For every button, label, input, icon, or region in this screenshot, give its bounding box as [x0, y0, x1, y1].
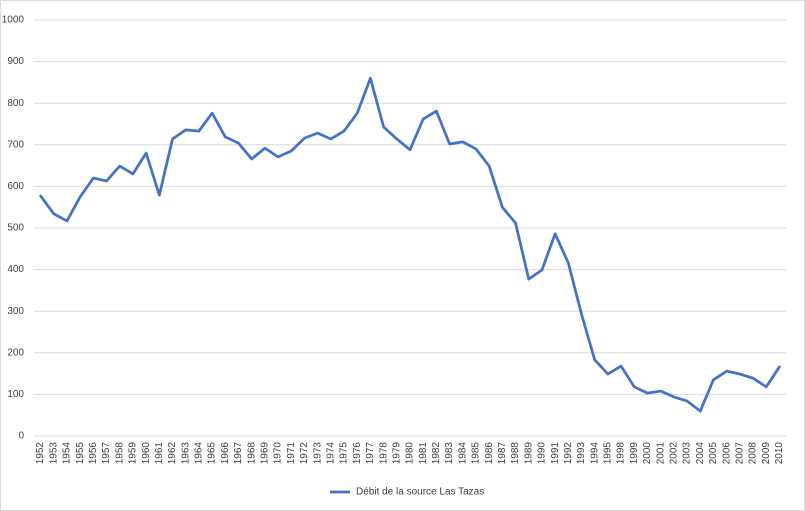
y-tick-label: 0	[18, 431, 24, 442]
x-tick-label: 1955	[75, 442, 86, 465]
x-tick-label: 1990	[537, 442, 548, 465]
x-tick-label: 1969	[260, 442, 271, 465]
x-tick-label: 1962	[167, 442, 178, 465]
x-tick-label: 1970	[273, 442, 284, 465]
x-tick-label: 2001	[655, 442, 666, 465]
x-tick-label: 1965	[207, 442, 218, 465]
x-tick-label: 1991	[550, 442, 561, 465]
x-tick-label: 1984	[457, 442, 468, 465]
x-tick-label: 1972	[299, 442, 310, 465]
y-tick-label: 400	[7, 264, 24, 275]
x-tick-label: 2007	[734, 442, 745, 465]
y-tick-label: 1000	[2, 15, 25, 26]
x-tick-label: 2009	[761, 442, 772, 465]
x-tick-label: 2002	[669, 442, 680, 465]
x-tick-label: 1968	[246, 442, 257, 465]
y-tick-label: 200	[7, 347, 24, 358]
x-tick-label: 1954	[62, 442, 73, 465]
x-tick-label: 1986	[484, 442, 495, 465]
x-tick-label: 1992	[563, 442, 574, 465]
x-tick-label: 2000	[642, 442, 653, 465]
x-tick-label: 2008	[748, 442, 759, 465]
x-tick-label: 1961	[154, 442, 165, 465]
x-tick-label: 2005	[708, 442, 719, 465]
x-tick-label: 1976	[352, 442, 363, 465]
x-tick-label: 1985	[471, 442, 482, 465]
x-tick-label: 1956	[88, 442, 99, 465]
x-tick-label: 1964	[194, 442, 205, 465]
y-tick-label: 900	[7, 56, 24, 67]
x-tick-label: 1989	[523, 442, 534, 465]
legend-label: Débit de la source Las Tazas	[356, 487, 484, 498]
y-tick-label: 300	[7, 306, 24, 317]
x-tick-label: 2010	[774, 442, 785, 465]
x-tick-label: 2003	[682, 442, 693, 465]
x-tick-label: 1958	[114, 442, 125, 465]
x-tick-label: 1974	[325, 442, 336, 465]
x-tick-label: 1959	[128, 442, 139, 465]
x-tick-label: 1973	[312, 442, 323, 465]
x-tick-label: 1978	[378, 442, 389, 465]
x-tick-label: 1982	[431, 442, 442, 465]
x-tick-label: 1971	[286, 442, 297, 465]
x-tick-label: 1993	[576, 442, 587, 465]
x-tick-label: 2006	[721, 442, 732, 465]
x-tick-label: 1960	[141, 442, 152, 465]
x-tick-label: 1967	[233, 442, 244, 465]
y-tick-label: 500	[7, 223, 24, 234]
x-tick-label: 1987	[497, 442, 508, 465]
x-tick-label: 1994	[589, 442, 600, 465]
x-tick-label: 1995	[603, 442, 614, 465]
y-tick-label: 100	[7, 389, 24, 400]
x-tick-label: 1977	[365, 442, 376, 465]
x-tick-label: 1957	[101, 442, 112, 465]
y-tick-label: 600	[7, 181, 24, 192]
x-tick-label: 1988	[510, 442, 521, 465]
y-tick-label: 700	[7, 139, 24, 150]
x-tick-label: 1998	[616, 442, 627, 465]
x-tick-label: 1983	[444, 442, 455, 465]
x-tick-label: 1966	[220, 442, 231, 465]
x-tick-label: 1963	[180, 442, 191, 465]
x-tick-label: 1979	[391, 442, 402, 465]
data-line	[39, 76, 781, 413]
x-tick-label: 1981	[418, 442, 429, 465]
x-tick-label: 1999	[629, 442, 640, 465]
x-tick-label: 1975	[339, 442, 350, 465]
x-tick-label: 1953	[48, 442, 59, 465]
y-tick-label: 800	[7, 98, 24, 109]
x-tick-label: 1952	[35, 442, 46, 465]
x-tick-label: 2004	[695, 442, 706, 465]
x-tick-label: 1980	[405, 442, 416, 465]
